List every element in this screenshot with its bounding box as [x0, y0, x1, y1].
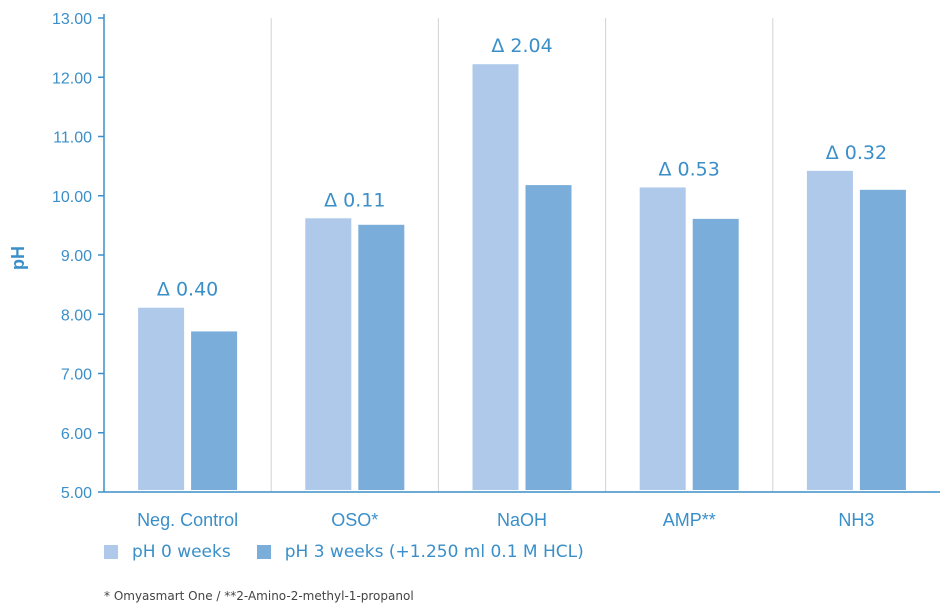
bar-chart: Δ 0.40 Neg. Control Δ 0.11 OSO* Δ 2.04 NaOH Δ … [8, 11, 940, 530]
y-tick-label-3: 8.00 [61, 307, 92, 324]
legend-swatch-1 [256, 545, 271, 559]
category-label-3: AMP** [663, 510, 716, 530]
bar-3-weeks-3 [692, 218, 739, 491]
y-tick-label-1: 6.00 [61, 426, 92, 443]
y-tick-label-5: 10.00 [52, 189, 92, 206]
delta-annotation-3: Δ 0.53 [659, 158, 720, 180]
labels: Δ 0.40 Neg. Control Δ 0.11 OSO* Δ 2.04 NaOH Δ … [52, 11, 887, 530]
footnote: * Omyasmart One / **2-Amino-2-methyl-1-p… [104, 589, 414, 603]
bar-3-weeks-0 [191, 331, 238, 490]
delta-annotation-1: Δ 0.11 [324, 189, 385, 211]
category-label-2: NaOH [497, 510, 547, 530]
y-tick-label-8: 13.00 [52, 11, 92, 28]
bars [138, 64, 906, 491]
axes [98, 14, 940, 493]
category-label-4: NH3 [838, 510, 874, 530]
bar-0-weeks-1 [305, 218, 352, 490]
y-axis-label: pH [8, 246, 28, 270]
delta-annotation-0: Δ 0.40 [157, 279, 218, 301]
legend-label-0: pH 0 weeks [132, 542, 231, 562]
legend-swatch-0 [104, 545, 118, 559]
bar-3-weeks-4 [859, 189, 906, 490]
y-tick-label-4: 9.00 [61, 248, 92, 265]
bar-0-weeks-4 [806, 170, 853, 491]
y-tick-label-0: 5.00 [61, 485, 92, 502]
delta-annotation-2: Δ 2.04 [491, 35, 552, 57]
y-tick-label-2: 7.00 [61, 367, 92, 384]
y-tick-label-7: 12.00 [52, 70, 92, 87]
y-tick-label-6: 11.00 [53, 130, 92, 147]
bar-0-weeks-3 [639, 187, 686, 490]
category-label-0: Neg. Control [137, 510, 238, 530]
legend-item-1: pH 3 weeks (+1.250 ml 0.1 M HCL) [256, 542, 584, 562]
legend: pH 0 weeks pH 3 weeks (+1.250 ml 0.1 M H… [104, 540, 610, 564]
bar-3-weeks-1 [358, 224, 405, 490]
bar-0-weeks-0 [138, 307, 185, 490]
bar-0-weeks-2 [472, 64, 519, 490]
bar-3-weeks-2 [525, 185, 572, 490]
legend-item-0: pH 0 weeks [104, 542, 231, 562]
legend-label-1: pH 3 weeks (+1.250 ml 0.1 M HCL) [284, 542, 584, 562]
category-label-1: OSO* [331, 510, 378, 530]
grid-lines [270, 18, 774, 492]
delta-annotation-4: Δ 0.32 [826, 142, 887, 164]
